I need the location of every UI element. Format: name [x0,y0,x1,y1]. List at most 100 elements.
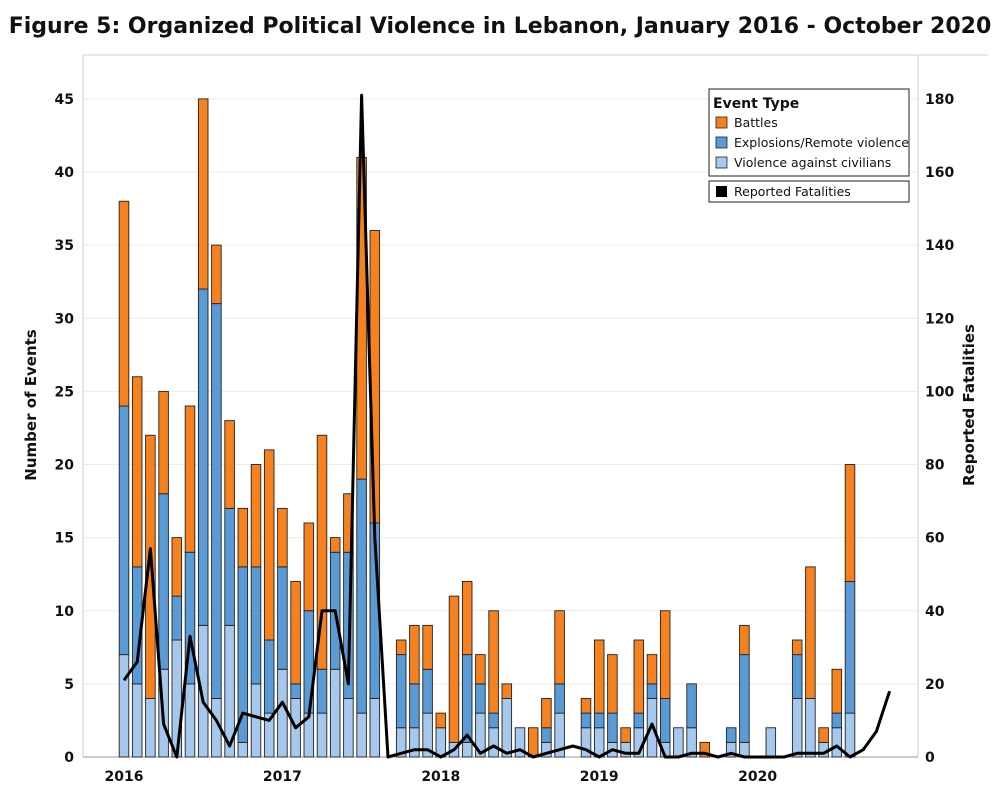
y2-axis-title: Reported Fatalities [960,324,978,486]
bar-segment [224,507,235,626]
y-tick-label: 45 [55,92,74,108]
bar-segment [277,668,288,758]
bar-segment [765,727,777,758]
bar-segment [409,683,420,729]
bar-segment [409,624,420,685]
bar-segment [554,610,565,685]
bar-segment [316,712,328,758]
bar-segment [197,288,209,626]
bar-segment [422,624,433,670]
bar-segment [541,727,552,743]
bar-segment [197,98,209,290]
bar-segment [699,741,711,758]
legend-box-fatalities [708,180,910,203]
bar-segment [659,698,671,743]
bar-segment [290,581,301,685]
bar-segment [343,698,354,758]
y2-tick-label: 20 [925,677,945,693]
right-axis-ticks: 0 20 40 60 80 100 120 140 160 180 [925,92,954,766]
bar-segment [409,727,420,758]
bar-segment [791,654,803,699]
y-axis-title: Number of Events [22,329,40,480]
fatalities-line [122,93,892,759]
bar-segment [844,712,856,758]
bar-segment [633,712,645,729]
bar-segment [263,639,275,714]
bar-segment [501,698,513,758]
bar-segment [593,727,605,758]
legend: Event Type Battles Explosions/Remote vio… [708,88,910,203]
legend-swatch-explosions [715,136,728,149]
bar-segment [607,654,618,714]
y2-tick-label: 40 [925,604,945,620]
bar-segment [171,595,183,641]
left-axis-ticks: 0 5 10 15 20 25 30 35 40 45 [55,92,75,766]
bar-segment [303,522,315,612]
bar-segment [435,727,447,758]
bar-segment [290,683,301,699]
bar-segment [739,624,750,656]
y2-tick-label: 80 [925,458,945,474]
bar-segment [131,376,143,568]
bar-segment [831,727,843,758]
bar-segment [818,727,829,743]
bar-segment [211,244,222,305]
bar-segment [316,434,328,670]
legend-label-civilians: Violence against civilians [734,155,891,170]
bar-segment [488,610,499,714]
y-tick-label: 10 [55,604,75,620]
bar-segment [395,639,407,656]
x-axis-ticks: 2016 2017 2018 2019 2020 [105,769,778,785]
bar-segment [224,420,235,509]
bar-segment [158,493,169,670]
bar-segment [461,741,473,758]
bar-segment [184,683,196,758]
bar-segment [329,668,341,758]
bar-segment [580,698,592,714]
bar-segment [673,727,684,758]
bar-segment [395,654,407,729]
y2-tick-label: 60 [925,531,945,547]
bar-segment [844,464,856,582]
bar-segment [791,698,803,758]
legend-label-explosions: Explosions/Remote violence [734,135,909,150]
bar-segment [250,683,262,758]
legend-label-battles: Battles [734,115,778,130]
x-tick-label: 2017 [263,769,302,785]
bar-segment [844,581,856,714]
bar-segment [316,668,328,714]
bar-segment [171,537,183,597]
bar-segment [580,712,592,729]
y-tick-label: 20 [55,458,75,474]
bar-segment [739,654,750,743]
bar-segment [659,610,671,699]
legend-swatch-fatalities [716,186,727,197]
y-tick-label: 25 [55,384,74,400]
bar-segment [791,639,803,656]
bar-segment [593,639,605,714]
y2-tick-label: 0 [925,750,935,766]
x-tick-label: 2016 [105,769,144,785]
bar-segment [527,727,539,758]
bar-segment [184,405,196,553]
y2-tick-label: 140 [925,238,954,254]
bar-segment [237,741,249,758]
x-tick-label: 2020 [738,769,777,785]
legend-swatch-battles [715,116,728,129]
bar-segment [514,727,526,758]
bar-segment [646,654,658,685]
bar-segment [118,405,130,656]
bar-segment [118,200,130,407]
bar-segment [263,449,275,641]
legend-swatch-civilians [715,156,728,169]
bar-segment [356,478,367,714]
bar-segment [131,683,143,758]
bar-segment [541,698,552,729]
bar-segment [250,566,262,685]
y-tick-label: 30 [55,311,75,327]
bar-segment [818,741,829,758]
bar-segment [633,639,645,714]
bar-segment [686,683,697,729]
bar-segment [356,712,367,758]
